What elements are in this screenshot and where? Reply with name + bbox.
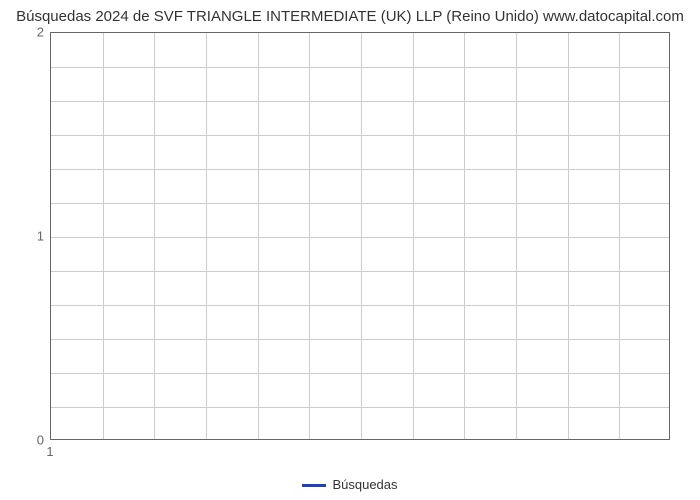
legend-label: Búsquedas bbox=[332, 477, 397, 492]
grid-hline bbox=[51, 305, 669, 306]
grid-hline bbox=[51, 339, 669, 340]
grid-hline bbox=[51, 135, 669, 136]
y-tick-0: 0 bbox=[4, 433, 44, 448]
legend: Búsquedas bbox=[0, 477, 700, 492]
grid-vline bbox=[464, 33, 465, 439]
grid-vline bbox=[413, 33, 414, 439]
plot-area bbox=[50, 32, 670, 440]
grid-vline bbox=[568, 33, 569, 439]
grid-hline bbox=[51, 169, 669, 170]
grid-hline bbox=[51, 271, 669, 272]
grid-hline bbox=[51, 407, 669, 408]
grid-vline bbox=[103, 33, 104, 439]
x-tick-1: 1 bbox=[46, 444, 53, 459]
y-tick-2: 2 bbox=[4, 25, 44, 40]
grid-vline bbox=[619, 33, 620, 439]
grid-hline bbox=[51, 373, 669, 374]
grid-hline bbox=[51, 237, 669, 238]
y-tick-1: 1 bbox=[4, 229, 44, 244]
chart-title: Búsquedas 2024 de SVF TRIANGLE INTERMEDI… bbox=[0, 8, 700, 25]
grid-hline bbox=[51, 67, 669, 68]
grid-vline bbox=[309, 33, 310, 439]
grid-hline bbox=[51, 101, 669, 102]
grid-vline bbox=[516, 33, 517, 439]
legend-swatch bbox=[302, 484, 326, 487]
grid-vline bbox=[361, 33, 362, 439]
grid-hline bbox=[51, 203, 669, 204]
grid-vline bbox=[154, 33, 155, 439]
grid-vline bbox=[258, 33, 259, 439]
grid-vline bbox=[206, 33, 207, 439]
